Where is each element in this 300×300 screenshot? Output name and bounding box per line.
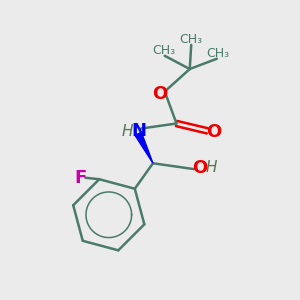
Text: O: O — [152, 85, 167, 103]
Text: N: N — [131, 122, 146, 140]
Text: H: H — [121, 124, 133, 139]
Text: O: O — [206, 123, 221, 141]
Text: H: H — [206, 160, 218, 175]
Text: CH₃: CH₃ — [153, 44, 176, 57]
Text: O: O — [192, 159, 208, 177]
Polygon shape — [135, 132, 153, 163]
Text: CH₃: CH₃ — [180, 33, 203, 46]
Text: F: F — [74, 169, 86, 187]
Text: CH₃: CH₃ — [207, 47, 230, 60]
